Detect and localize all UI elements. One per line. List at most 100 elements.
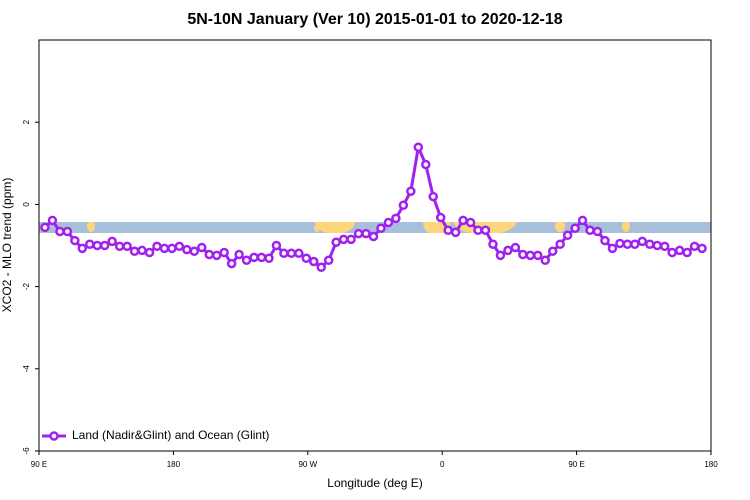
data-point bbox=[219, 247, 229, 258]
data-point bbox=[600, 235, 610, 246]
data-point bbox=[398, 200, 409, 210]
data-point bbox=[592, 226, 603, 237]
data-point bbox=[682, 247, 692, 258]
data-point bbox=[495, 250, 506, 261]
data-point bbox=[62, 226, 73, 237]
land-patches bbox=[87, 222, 630, 233]
data-point bbox=[256, 252, 267, 263]
data-point bbox=[562, 230, 573, 240]
y-tick-label: -6 bbox=[22, 447, 31, 455]
data-point bbox=[503, 245, 513, 256]
data-point bbox=[645, 239, 655, 250]
x-tick-label: 90 W bbox=[298, 460, 317, 469]
data-point bbox=[92, 240, 102, 251]
data-point bbox=[533, 250, 543, 261]
x-tick-label: 90 E bbox=[31, 460, 47, 469]
data-point bbox=[376, 223, 386, 233]
data-point bbox=[114, 241, 125, 252]
data-point bbox=[488, 239, 498, 250]
data-point bbox=[159, 243, 170, 254]
data-point bbox=[525, 250, 536, 261]
data-point bbox=[204, 249, 214, 260]
data-point bbox=[391, 213, 401, 224]
data-point bbox=[406, 186, 416, 196]
data-point bbox=[353, 228, 364, 239]
y-tick-label: -4 bbox=[22, 365, 31, 373]
data-point bbox=[316, 262, 326, 273]
data-point bbox=[346, 234, 356, 245]
chart-title: 5N-10N January (Ver 10) 2015-01-01 to 20… bbox=[187, 11, 562, 28]
data-point bbox=[689, 241, 700, 252]
data-point bbox=[197, 242, 207, 253]
data-point bbox=[144, 247, 155, 258]
data-point bbox=[174, 241, 185, 252]
data-point bbox=[182, 244, 192, 255]
data-point bbox=[286, 248, 297, 259]
data-point bbox=[107, 236, 117, 247]
data-point bbox=[450, 227, 461, 238]
data-point bbox=[122, 241, 132, 252]
data-point bbox=[264, 253, 274, 263]
data-point bbox=[570, 223, 580, 233]
data-point bbox=[249, 252, 259, 263]
data-point bbox=[338, 234, 349, 245]
data-point bbox=[40, 222, 50, 233]
data-point bbox=[331, 237, 341, 247]
data-point bbox=[383, 217, 394, 228]
data-point bbox=[585, 225, 595, 236]
data-point bbox=[211, 250, 222, 261]
data-point bbox=[413, 142, 424, 153]
data-point bbox=[271, 240, 282, 251]
legend-marker bbox=[49, 431, 59, 441]
data-point bbox=[622, 239, 633, 250]
data-point bbox=[226, 258, 237, 269]
data-point bbox=[421, 159, 431, 170]
data-point bbox=[637, 236, 648, 247]
data-point bbox=[234, 249, 244, 260]
data-point bbox=[547, 246, 558, 257]
y-tick-label: 2 bbox=[22, 119, 31, 124]
data-point bbox=[70, 235, 80, 246]
y-axis-label: XCO2 - MLO trend (ppm) bbox=[0, 178, 14, 313]
x-tick-label: 90 E bbox=[568, 460, 584, 469]
data-point bbox=[458, 215, 468, 226]
data-point bbox=[167, 243, 177, 254]
data-point bbox=[323, 255, 334, 266]
data-point bbox=[85, 239, 95, 250]
data-point bbox=[428, 191, 438, 202]
data-point bbox=[518, 249, 528, 260]
data-point bbox=[607, 243, 618, 254]
plot-frame bbox=[38, 39, 712, 452]
legend-label: Land (Nadir&Glint) and Ocean (Glint) bbox=[72, 428, 269, 442]
x-axis-label: Longitude (deg E) bbox=[327, 476, 422, 490]
y-tick-label: -2 bbox=[22, 282, 31, 290]
data-point bbox=[77, 243, 88, 254]
x-tick-label: 0 bbox=[440, 460, 445, 469]
data-point bbox=[189, 246, 200, 257]
data-point bbox=[137, 245, 147, 256]
data-point bbox=[659, 241, 670, 252]
data-point bbox=[615, 238, 625, 249]
data-point bbox=[47, 215, 58, 226]
data-point bbox=[129, 246, 140, 257]
data-point bbox=[480, 225, 491, 236]
data-point bbox=[152, 241, 162, 252]
data-point bbox=[443, 225, 453, 236]
data-point bbox=[368, 231, 379, 242]
data-point bbox=[55, 226, 65, 237]
data-point bbox=[555, 239, 565, 250]
x-tick-label: 180 bbox=[167, 460, 181, 469]
data-point bbox=[279, 248, 289, 259]
data-point bbox=[99, 240, 110, 251]
ocean-band bbox=[39, 222, 711, 233]
data-point bbox=[435, 212, 446, 223]
data-point bbox=[697, 243, 707, 254]
data-point bbox=[667, 247, 677, 258]
data-point bbox=[540, 255, 550, 266]
y-tick-label: 0 bbox=[22, 202, 31, 207]
data-point bbox=[309, 256, 319, 267]
legend: Land (Nadir&Glint) and Ocean (Glint) bbox=[42, 428, 269, 442]
data-point bbox=[577, 215, 588, 226]
